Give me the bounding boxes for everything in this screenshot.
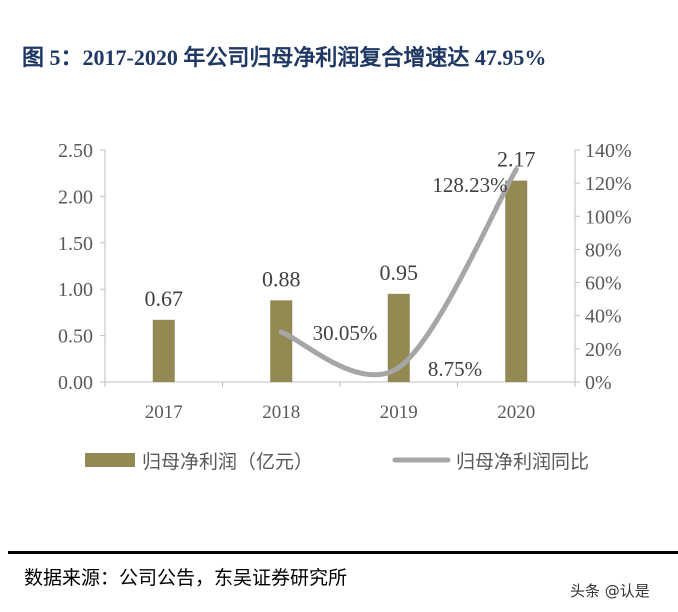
x-tick-label: 2018 (262, 402, 300, 423)
line-data-label: 128.23% (432, 173, 507, 197)
left-tick-label: 2.00 (58, 186, 93, 208)
legend-bar-swatch (85, 453, 135, 467)
right-tick-label: 0% (585, 372, 612, 394)
x-tick-label: 2020 (497, 402, 535, 423)
left-tick-label: 1.00 (58, 279, 93, 301)
legend-line-label: 归母净利润同比 (456, 451, 589, 473)
figure-title: 图 5：2017-2020 年公司归母净利润复合增速达 47.95% (22, 45, 547, 70)
right-tick-label: 120% (585, 173, 632, 195)
right-tick-label: 100% (585, 206, 632, 228)
bar (505, 180, 528, 382)
left-tick-label: 1.50 (58, 233, 93, 255)
bar-data-label: 0.88 (262, 266, 301, 291)
bar (152, 319, 175, 382)
chart: 0.00 0.50 1.00 1.50 2.00 2.50 0% 20% 40% 60% 80% 10… (58, 140, 632, 473)
bar-data-label: 0.95 (380, 260, 419, 285)
x-tick-label: 2019 (380, 402, 418, 423)
legend-bar-label: 归母净利润（亿元） (142, 451, 313, 473)
bar (270, 300, 293, 382)
right-tick-label: 80% (585, 239, 622, 261)
right-tick-label: 40% (585, 306, 622, 328)
watermark: 头条 @认是 (570, 582, 650, 600)
x-tick-label: 2017 (145, 402, 183, 423)
right-tick-label: 20% (585, 339, 622, 361)
line-data-label: 30.05% (313, 321, 378, 345)
right-tick-label: 140% (585, 140, 632, 162)
left-tick-label: 2.50 (58, 140, 93, 162)
divider (8, 551, 678, 554)
yoy-line (278, 167, 519, 378)
source-note: 数据来源：公司公告，东吴证券研究所 (24, 567, 348, 589)
line-data-label: 8.75% (428, 357, 482, 381)
right-tick-label: 60% (585, 273, 622, 295)
left-tick-label: 0.00 (58, 372, 93, 394)
left-tick-label: 0.50 (58, 326, 93, 348)
bar-data-label: 0.67 (145, 286, 184, 311)
